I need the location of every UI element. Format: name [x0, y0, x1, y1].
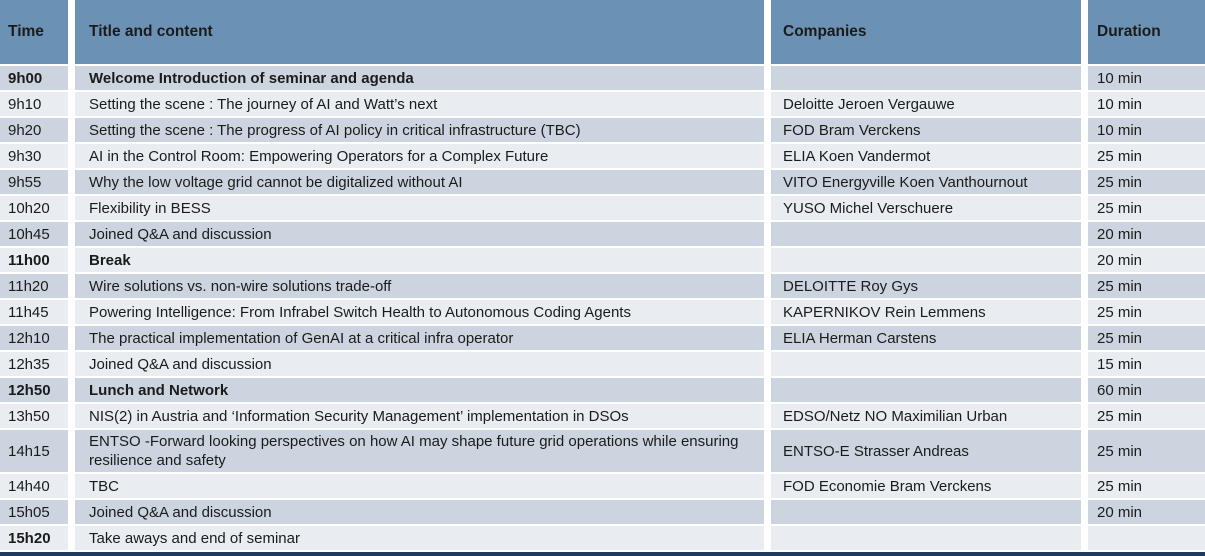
title-cell: Joined Q&A and discussion — [75, 222, 764, 246]
title-cell: The practical implementation of GenAI at… — [75, 326, 764, 350]
company-cell: EDSO/Netz NO Maximilian Urban — [771, 404, 1081, 428]
title-cell: Flexibility in BESS — [75, 196, 764, 220]
table-row: 12h35 Joined Q&A and discussion 15 min — [0, 352, 1205, 376]
table-row: 9h20 Setting the scene : The progress of… — [0, 118, 1205, 142]
duration-cell: 10 min — [1088, 92, 1205, 116]
title-cell: Welcome Introduction of seminar and agen… — [75, 66, 764, 90]
title-cell: Powering Intelligence: From Infrabel Swi… — [75, 300, 764, 324]
time-cell: 13h50 — [0, 404, 68, 428]
duration-cell: 25 min — [1088, 144, 1205, 168]
company-cell: ELIA Koen Vandermot — [771, 144, 1081, 168]
agenda-table-body: 9h00 Welcome Introduction of seminar and… — [0, 66, 1205, 550]
title-cell: Joined Q&A and discussion — [75, 500, 764, 524]
header-cell-time: Time — [0, 0, 68, 64]
title-cell: AI in the Control Room: Empowering Opera… — [75, 144, 764, 168]
company-cell — [771, 66, 1081, 90]
table-row: 11h20 Wire solutions vs. non-wire soluti… — [0, 274, 1205, 298]
duration-cell: 10 min — [1088, 66, 1205, 90]
time-cell: 15h20 — [0, 526, 68, 550]
table-header-row: Time Title and content Companies Duratio… — [0, 0, 1205, 64]
table-row: 15h05 Joined Q&A and discussion 20 min — [0, 500, 1205, 524]
company-cell: FOD Economie Bram Verckens — [771, 474, 1081, 498]
table-row: 9h10 Setting the scene : The journey of … — [0, 92, 1205, 116]
title-cell: Why the low voltage grid cannot be digit… — [75, 170, 764, 194]
header-cell-duration: Duration — [1088, 0, 1205, 64]
duration-cell: 60 min — [1088, 378, 1205, 402]
time-cell: 12h10 — [0, 326, 68, 350]
company-cell — [771, 378, 1081, 402]
table-row: 10h20 Flexibility in BESS YUSO Michel Ve… — [0, 196, 1205, 220]
title-cell: Setting the scene : The journey of AI an… — [75, 92, 764, 116]
table-row: 13h50 NIS(2) in Austria and ‘Information… — [0, 404, 1205, 428]
company-cell — [771, 500, 1081, 524]
company-cell: Deloitte Jeroen Vergauwe — [771, 92, 1081, 116]
table-row: 10h45 Joined Q&A and discussion 20 min — [0, 222, 1205, 246]
title-cell: Take aways and end of seminar — [75, 526, 764, 550]
time-cell: 10h20 — [0, 196, 68, 220]
duration-cell: 25 min — [1088, 196, 1205, 220]
table-row: 14h40 TBC FOD Economie Bram Verckens 25 … — [0, 474, 1205, 498]
time-cell: 10h45 — [0, 222, 68, 246]
time-cell: 12h50 — [0, 378, 68, 402]
company-cell: KAPERNIKOV Rein Lemmens — [771, 300, 1081, 324]
duration-cell: 15 min — [1088, 352, 1205, 376]
company-cell: DELOITTE Roy Gys — [771, 274, 1081, 298]
company-cell — [771, 352, 1081, 376]
time-cell: 9h20 — [0, 118, 68, 142]
company-cell — [771, 222, 1081, 246]
title-cell: TBC — [75, 474, 764, 498]
time-cell: 9h10 — [0, 92, 68, 116]
table-row: 9h55 Why the low voltage grid cannot be … — [0, 170, 1205, 194]
table-row: 9h00 Welcome Introduction of seminar and… — [0, 66, 1205, 90]
table-row: 11h45 Powering Intelligence: From Infrab… — [0, 300, 1205, 324]
company-cell: FOD Bram Verckens — [771, 118, 1081, 142]
company-cell: YUSO Michel Verschuere — [771, 196, 1081, 220]
table-row: 12h10 The practical implementation of Ge… — [0, 326, 1205, 350]
table-row: 11h00 Break 20 min — [0, 248, 1205, 272]
title-cell: NIS(2) in Austria and ‘Information Secur… — [75, 404, 764, 428]
company-cell: ENTSO-E Strasser Andreas — [771, 430, 1081, 472]
title-cell: Joined Q&A and discussion — [75, 352, 764, 376]
duration-cell: 25 min — [1088, 474, 1205, 498]
duration-cell: 25 min — [1088, 430, 1205, 472]
duration-cell: 25 min — [1088, 170, 1205, 194]
table-row: 12h50 Lunch and Network 60 min — [0, 378, 1205, 402]
duration-cell — [1088, 526, 1205, 550]
time-cell: 15h05 — [0, 500, 68, 524]
title-cell: Lunch and Network — [75, 378, 764, 402]
time-cell: 12h35 — [0, 352, 68, 376]
table-row: 9h30 AI in the Control Room: Empowering … — [0, 144, 1205, 168]
duration-cell: 20 min — [1088, 248, 1205, 272]
company-cell: VITO Energyville Koen Vanthournout — [771, 170, 1081, 194]
company-cell: ELIA Herman Carstens — [771, 326, 1081, 350]
title-cell: Break — [75, 248, 764, 272]
title-cell: Wire solutions vs. non-wire solutions tr… — [75, 274, 764, 298]
duration-cell: 10 min — [1088, 118, 1205, 142]
table-bottom-border — [0, 552, 1205, 556]
time-cell: 11h00 — [0, 248, 68, 272]
title-cell: ENTSO -Forward looking perspectives on h… — [75, 430, 764, 472]
table-row: 14h15 ENTSO -Forward looking perspective… — [0, 430, 1205, 472]
time-cell: 9h55 — [0, 170, 68, 194]
time-cell: 9h30 — [0, 144, 68, 168]
header-cell-companies: Companies — [771, 0, 1081, 64]
duration-cell: 25 min — [1088, 326, 1205, 350]
company-cell — [771, 248, 1081, 272]
duration-cell: 20 min — [1088, 500, 1205, 524]
duration-cell: 20 min — [1088, 222, 1205, 246]
duration-cell: 25 min — [1088, 300, 1205, 324]
duration-cell: 25 min — [1088, 274, 1205, 298]
time-cell: 11h20 — [0, 274, 68, 298]
time-cell: 14h40 — [0, 474, 68, 498]
time-cell: 14h15 — [0, 430, 68, 472]
time-cell: 11h45 — [0, 300, 68, 324]
company-cell — [771, 526, 1081, 550]
title-cell: Setting the scene : The progress of AI p… — [75, 118, 764, 142]
duration-cell: 25 min — [1088, 404, 1205, 428]
time-cell: 9h00 — [0, 66, 68, 90]
table-row: 15h20 Take aways and end of seminar — [0, 526, 1205, 550]
header-cell-title: Title and content — [75, 0, 764, 64]
